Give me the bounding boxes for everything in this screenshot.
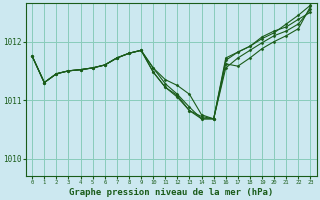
X-axis label: Graphe pression niveau de la mer (hPa): Graphe pression niveau de la mer (hPa) xyxy=(69,188,274,197)
